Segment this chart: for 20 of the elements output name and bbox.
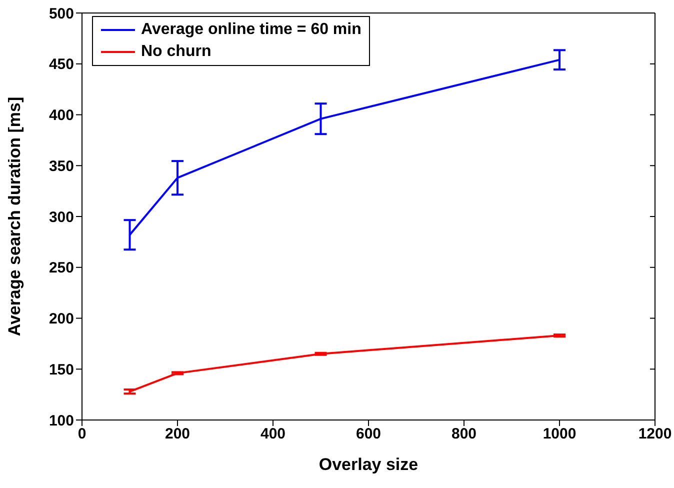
x-tick-label: 600 xyxy=(356,426,382,443)
y-tick-label: 500 xyxy=(48,5,74,22)
x-axis-title: Overlay size xyxy=(318,455,418,474)
y-tick-label: 450 xyxy=(48,56,74,74)
legend-label: No churn xyxy=(141,42,212,62)
y-tick-label: 150 xyxy=(48,361,74,378)
y-tick-label: 350 xyxy=(48,158,74,175)
y-tick-label: 100 xyxy=(48,412,74,430)
x-tick-label: 400 xyxy=(260,426,286,443)
x-tick-label: 200 xyxy=(164,426,190,443)
y-tick-label: 250 xyxy=(48,260,74,277)
y-tick-label: 400 xyxy=(48,107,74,124)
x-tick-label: 1200 xyxy=(638,426,672,443)
legend-label: Average online time = 60 min xyxy=(141,20,362,40)
x-tick-label: 0 xyxy=(78,426,86,443)
y-tick-label: 300 xyxy=(48,208,74,226)
y-tick-label: 200 xyxy=(48,310,74,328)
y-axis-title: Average search duration [ms] xyxy=(5,96,24,336)
x-tick-label: 1000 xyxy=(542,426,576,443)
x-tick-label: 800 xyxy=(451,426,477,443)
